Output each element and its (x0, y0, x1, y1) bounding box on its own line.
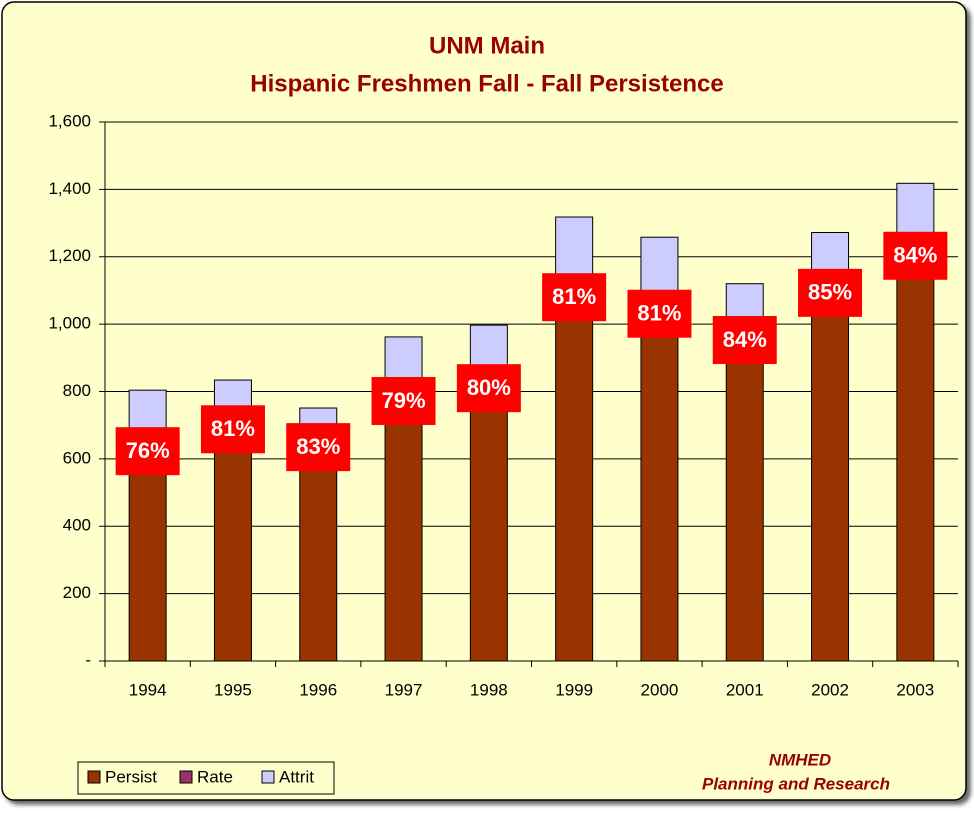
rate-label-text: 81% (637, 301, 681, 326)
legend-swatch (179, 770, 193, 784)
rate-label: 84% (883, 231, 948, 280)
y-tick-label: 600 (63, 448, 91, 467)
rate-label: 84% (712, 316, 777, 365)
rate-label-box (115, 427, 180, 476)
rate-label: 79% (371, 376, 436, 425)
bar-segment (725, 343, 764, 662)
x-tick-label: 1997 (385, 680, 423, 699)
rate-label: 81% (627, 289, 692, 338)
bar-segment (640, 317, 679, 662)
bar-segment (213, 432, 252, 662)
x-tick-label: 2000 (641, 680, 679, 699)
rate-label-text: 79% (382, 388, 426, 413)
chart-subtitle: Hispanic Freshmen Fall - Fall Persistenc… (250, 70, 724, 97)
y-tick-label: 200 (63, 583, 91, 602)
rate-label-text: 81% (211, 416, 255, 441)
rate-label-box (883, 231, 948, 280)
bar-segment (128, 454, 167, 662)
rate-label-text: 85% (808, 280, 852, 305)
y-tick-label: 400 (63, 516, 91, 535)
bar-segment (555, 300, 594, 662)
rate-label: 80% (456, 364, 521, 413)
legend-label: Persist (105, 767, 157, 786)
x-tick-label: 1994 (129, 680, 167, 699)
y-tick-label: 1,600 (48, 111, 91, 130)
x-tick-label: 1995 (214, 680, 252, 699)
y-tick-label: 800 (63, 381, 91, 400)
rate-label-text: 76% (126, 438, 170, 463)
y-tick-label: 1,000 (48, 314, 91, 333)
rate-label-text: 84% (893, 243, 937, 268)
x-tick-label: 2002 (811, 680, 849, 699)
rate-label-box (456, 364, 521, 413)
y-tick-label: 1,200 (48, 246, 91, 265)
legend-swatch (261, 770, 275, 784)
rate-label-text: 80% (467, 375, 511, 400)
x-tick-label: 1996 (299, 680, 337, 699)
legend-label: Attrit (279, 767, 314, 786)
rate-label-box (627, 289, 692, 338)
chart-title: UNM Main (429, 32, 545, 59)
rate-label-text: 84% (723, 327, 767, 352)
legend-label: Rate (197, 767, 233, 786)
x-tick-label: 2001 (726, 680, 764, 699)
rate-label: 85% (798, 268, 863, 317)
bar-segment (384, 404, 423, 662)
rate-label-text: 83% (296, 434, 340, 459)
bar-segment (896, 259, 935, 662)
rate-label: 76% (115, 427, 180, 476)
rate-label: 81% (542, 273, 607, 322)
rate-label: 83% (286, 423, 351, 472)
rate-label-text: 81% (552, 284, 596, 309)
rate-label-box (712, 316, 777, 365)
y-tick-label: - (85, 650, 91, 669)
rate-label-box (798, 268, 863, 317)
rate-label-box (200, 405, 265, 454)
x-tick-label: 2003 (896, 680, 934, 699)
x-tick-label: 1998 (470, 680, 508, 699)
x-tick-label: 1999 (555, 680, 593, 699)
legend-swatch (87, 770, 101, 784)
annotation: NMHED (769, 750, 831, 769)
bar-segment (299, 450, 338, 662)
bar-segment (469, 391, 508, 662)
bar-segment (811, 296, 850, 662)
y-tick-label: 1,400 (48, 179, 91, 198)
annotation: Planning and Research (702, 774, 890, 793)
rate-label-box (371, 376, 436, 425)
legend (77, 761, 335, 795)
rate-label-box (286, 423, 351, 472)
rate-label: 81% (200, 405, 265, 454)
rate-label-box (542, 273, 607, 322)
